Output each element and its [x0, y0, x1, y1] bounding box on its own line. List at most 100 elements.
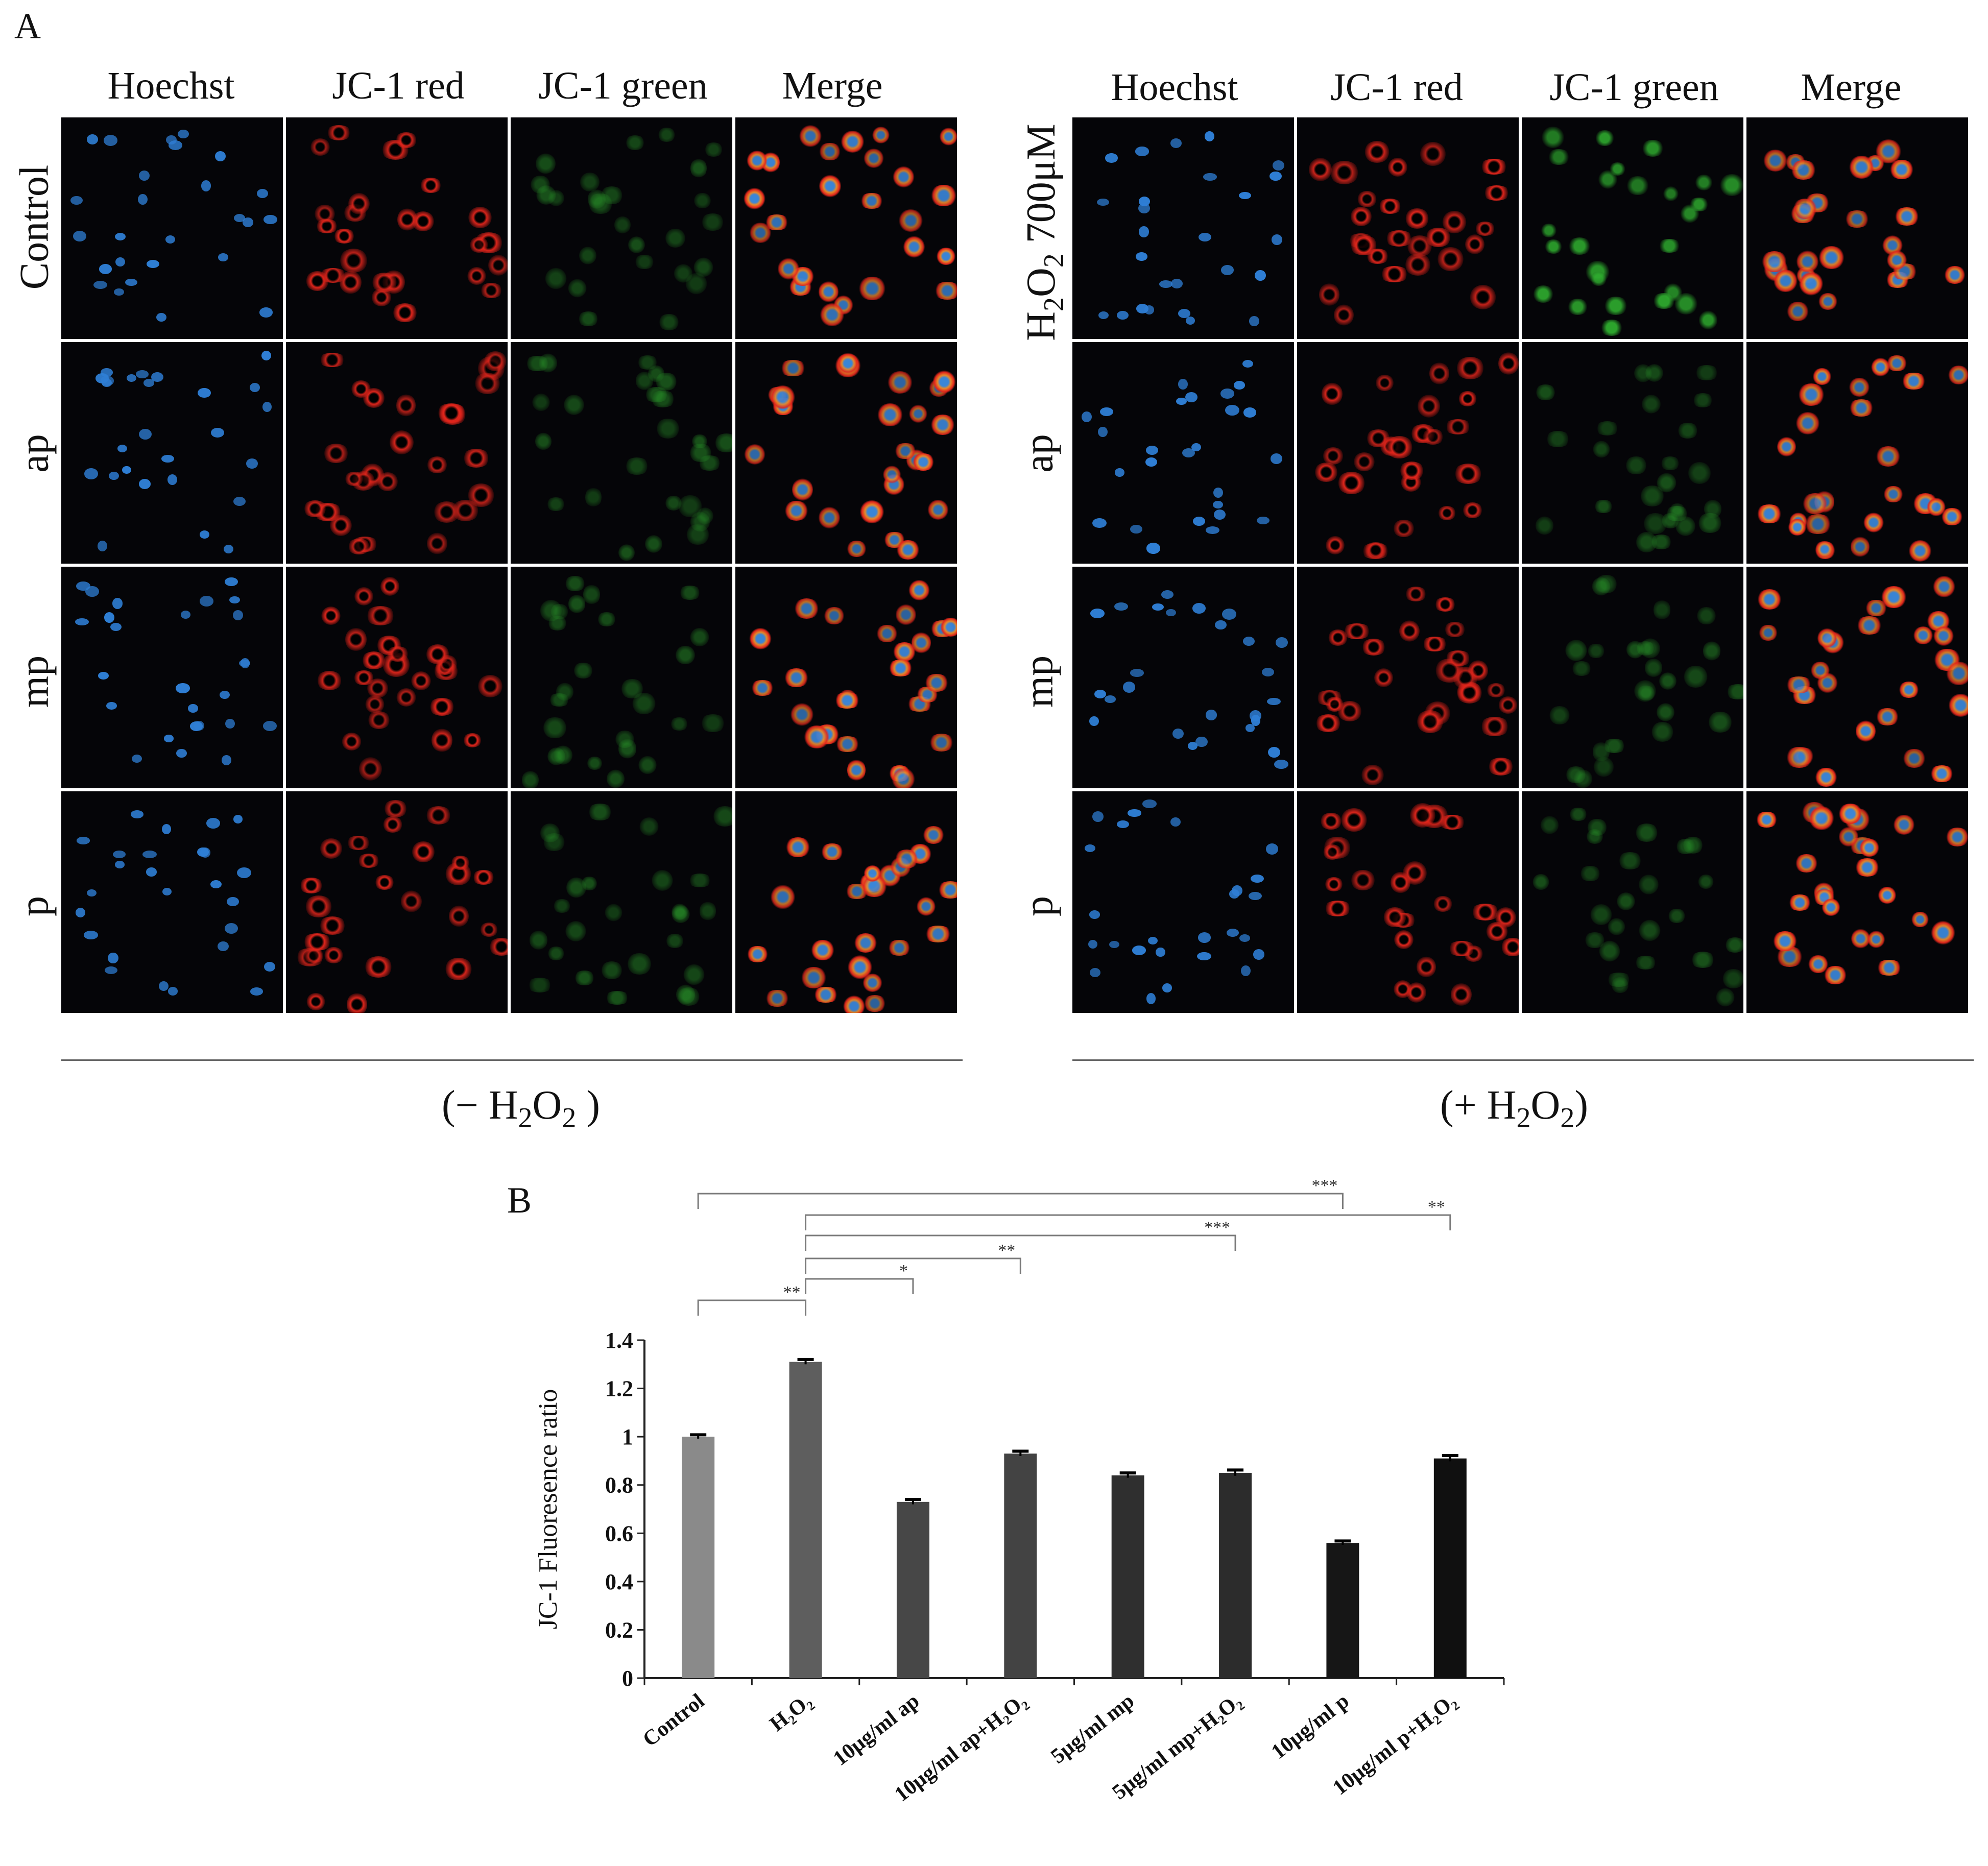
- panel-b-letter: B: [507, 1180, 532, 1221]
- cell-mark: [921, 826, 946, 844]
- cell-mark: [354, 587, 374, 605]
- cell-mark: [98, 541, 107, 551]
- left-micrograph-green-row2: [511, 342, 732, 564]
- cell-mark: [259, 307, 273, 318]
- cell-mark: [1215, 620, 1227, 629]
- cell-mark: [1267, 697, 1281, 706]
- cell-mark: [1470, 285, 1497, 310]
- cell-mark: [1159, 280, 1173, 288]
- cell-mark: [1185, 316, 1195, 325]
- cell-mark: [1152, 603, 1164, 611]
- cell-mark: [822, 607, 846, 624]
- cell-mark: [1195, 736, 1208, 747]
- cell-mark: [1092, 518, 1107, 528]
- cell-mark: [1626, 641, 1645, 659]
- cell-mark: [1498, 351, 1519, 376]
- cell-mark: [1680, 204, 1699, 224]
- cell-mark: [110, 622, 122, 632]
- cell-mark: [1404, 208, 1429, 229]
- cell-mark: [1858, 839, 1880, 857]
- cell-mark: [70, 196, 83, 205]
- cell-mark: [1130, 669, 1144, 677]
- cell-mark: [657, 314, 681, 331]
- cell-mark: [932, 370, 956, 394]
- cell-mark: [1495, 907, 1516, 928]
- cell-mark: [626, 953, 653, 975]
- cell-mark: [105, 966, 118, 975]
- cell-mark: [674, 264, 693, 283]
- cell-mark: [1609, 162, 1627, 176]
- cell-mark: [847, 955, 873, 980]
- cell-mark: [139, 429, 152, 440]
- cell-mark: [1089, 716, 1099, 726]
- cell-mark: [556, 682, 573, 701]
- cell-mark: [1843, 210, 1871, 228]
- left-header-hoechst: Hoechst: [107, 64, 235, 107]
- cell-mark: [425, 644, 450, 664]
- cell-mark: [206, 817, 221, 829]
- cell-mark: [1931, 920, 1956, 946]
- cell-mark: [1406, 982, 1427, 1003]
- cell-mark: [1592, 741, 1610, 763]
- cell-mark: [115, 257, 126, 267]
- cell-mark: [210, 880, 222, 889]
- cell-mark: [1366, 248, 1390, 264]
- cell-mark: [1689, 952, 1716, 968]
- cell-mark: [109, 471, 119, 480]
- cell-mark: [1360, 764, 1384, 785]
- cell-mark: [112, 851, 126, 858]
- cell-mark: [138, 170, 150, 181]
- cell-mark: [1885, 355, 1908, 371]
- cell-mark: [1256, 517, 1270, 525]
- cell-mark: [1589, 271, 1608, 286]
- cell-mark: [579, 246, 596, 265]
- cell-mark: [1660, 513, 1681, 528]
- cell-mark: [1633, 956, 1658, 970]
- right-micrograph-red-row1: [1297, 117, 1519, 339]
- left-micrograph-hoechst-row4: [61, 791, 283, 1013]
- cell-mark: [1837, 804, 1864, 824]
- cell-mark: [712, 806, 732, 827]
- cell-mark: [1799, 271, 1824, 296]
- cell-mark: [893, 849, 920, 869]
- cell-mark: [1641, 394, 1662, 414]
- bar-0: [682, 1437, 715, 1678]
- cell-mark: [1568, 807, 1588, 821]
- cell-mark: [392, 303, 419, 323]
- cell-mark: [929, 184, 957, 206]
- cell-mark: [1098, 311, 1109, 320]
- cell-mark: [1634, 823, 1660, 842]
- cell-mark: [224, 544, 234, 554]
- cell-mark: [200, 847, 210, 858]
- cell-mark: [809, 939, 835, 960]
- cell-mark: [636, 355, 659, 370]
- cell-mark: [1105, 153, 1118, 163]
- cell-mark: [396, 688, 417, 707]
- cell-mark: [1803, 514, 1833, 535]
- cell-mark: [432, 728, 452, 753]
- right-micrograph-red-row3: [1297, 567, 1519, 788]
- cell-mark: [1191, 443, 1201, 452]
- cell-mark: [1874, 139, 1902, 163]
- cell-mark: [233, 610, 243, 621]
- cell-mark: [467, 483, 495, 507]
- cell-mark: [367, 678, 389, 698]
- cell-mark: [1458, 391, 1477, 406]
- cell-mark: [1926, 497, 1946, 516]
- cell-mark: [688, 443, 713, 463]
- cell-mark: [858, 500, 885, 523]
- cell-mark: [691, 434, 708, 449]
- cell-mark: [190, 721, 203, 731]
- cell-mark: [161, 455, 175, 463]
- cell-mark: [229, 596, 241, 604]
- cell-mark: [670, 905, 691, 924]
- cell-mark: [939, 617, 957, 637]
- cell-mark: [397, 208, 418, 232]
- cell-mark: [86, 134, 98, 144]
- condition-plus-h2o2: (+ H2O2): [1440, 1082, 1588, 1134]
- cell-mark: [356, 854, 380, 868]
- cell-mark: [86, 889, 97, 897]
- cell-mark: [1243, 637, 1255, 646]
- right-micrograph-hoechst-row3: [1072, 567, 1294, 788]
- cell-mark: [1393, 520, 1415, 537]
